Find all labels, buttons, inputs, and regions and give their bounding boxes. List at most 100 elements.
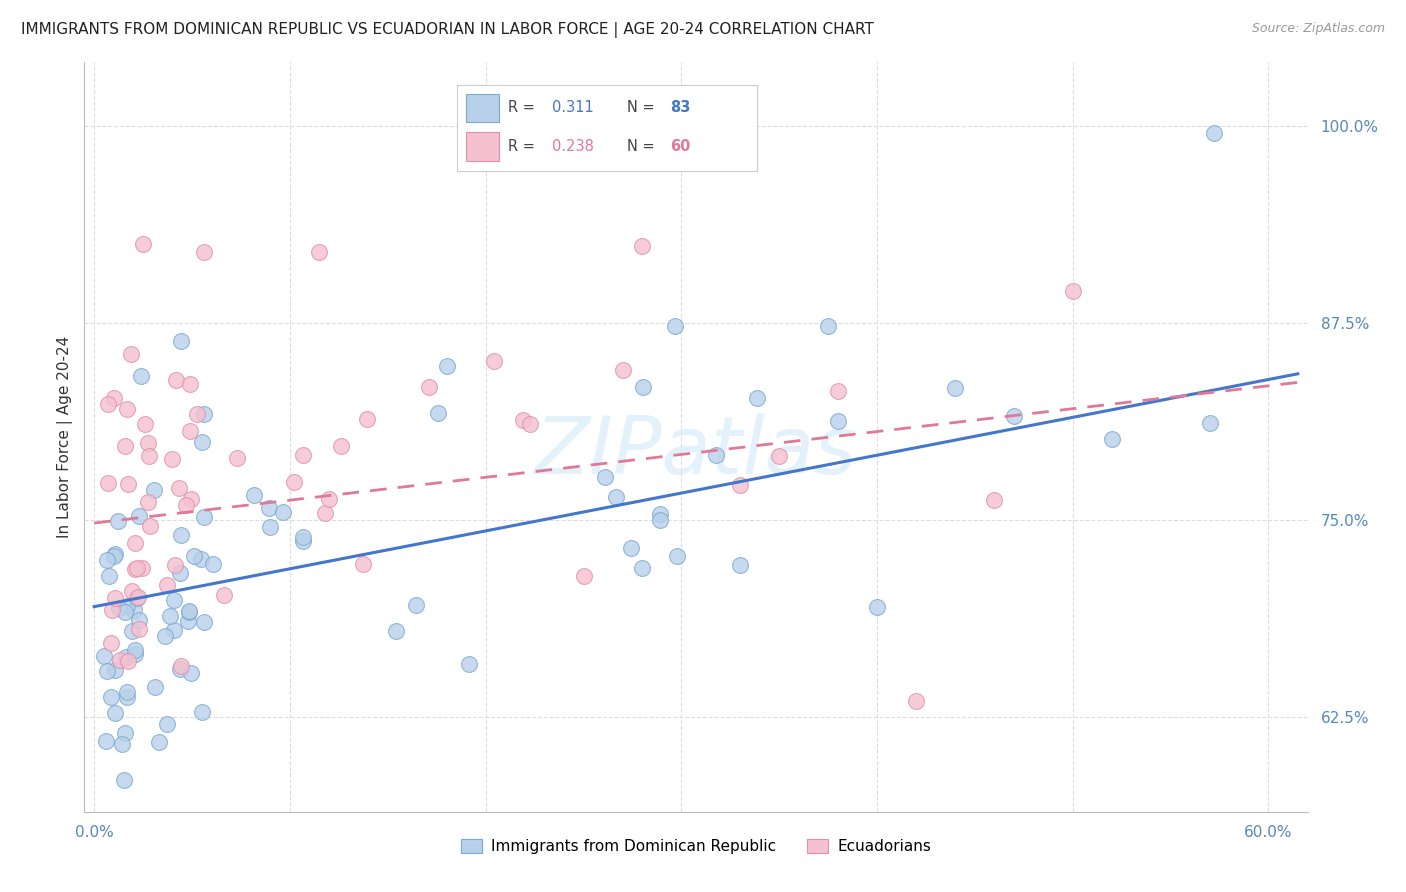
Point (572, 569, 595, 583)
Point (179, 605, 201, 619)
Point (648, 513, 671, 527)
Point (259, 520, 281, 534)
Point (114, 726, 136, 740)
Text: IMMIGRANTS FROM DOMINICAN REPUBLIC VS ECUADORIAN IN LABOR FORCE | AGE 20-24 CORR: IMMIGRANTS FROM DOMINICAN REPUBLIC VS EC… (21, 22, 875, 38)
Point (125, 561, 148, 575)
Point (107, 514, 129, 528)
Point (827, 414, 849, 428)
Point (666, 549, 689, 564)
Point (827, 384, 849, 398)
Point (817, 318, 839, 333)
Point (174, 498, 197, 512)
Point (704, 448, 727, 462)
Point (94, 734, 117, 748)
Point (519, 417, 541, 431)
Point (100, 690, 122, 704)
Point (169, 662, 191, 676)
Point (96, 553, 118, 567)
Point (405, 598, 427, 612)
Point (226, 451, 249, 466)
Point (1062, 284, 1084, 298)
Point (114, 439, 136, 453)
Point (191, 435, 214, 450)
Point (418, 380, 440, 394)
Point (124, 603, 146, 617)
Point (243, 487, 266, 501)
Point (352, 557, 374, 571)
Point (484, 354, 506, 368)
Point (121, 624, 143, 639)
Point (165, 558, 187, 573)
Point (96, 475, 118, 490)
Point (1202, 127, 1225, 141)
Point (186, 407, 208, 421)
Point (104, 706, 127, 720)
Point (128, 613, 150, 627)
Text: Source: ZipAtlas.com: Source: ZipAtlas.com (1251, 22, 1385, 36)
Point (114, 605, 136, 619)
Point (142, 483, 165, 498)
Point (257, 500, 280, 515)
Point (169, 566, 191, 580)
Point (121, 584, 143, 599)
Point (180, 492, 202, 507)
Point (136, 435, 159, 450)
Point (115, 599, 138, 614)
Y-axis label: In Labor Force | Age 20-24: In Labor Force | Age 20-24 (58, 336, 73, 538)
Point (593, 470, 616, 484)
Point (103, 549, 125, 564)
Point (156, 578, 179, 592)
Point (650, 508, 672, 522)
Point (153, 629, 176, 643)
Point (108, 653, 131, 667)
Point (458, 657, 481, 671)
Point (124, 648, 146, 662)
Point (139, 519, 162, 533)
Point (193, 408, 215, 422)
Point (128, 622, 150, 636)
Point (100, 603, 122, 617)
Point (159, 608, 181, 623)
Point (179, 603, 201, 617)
Point (129, 369, 152, 384)
Point (136, 495, 159, 509)
Point (983, 493, 1005, 508)
Point (605, 490, 627, 504)
Point (180, 666, 202, 681)
Point (112, 773, 135, 788)
Point (96, 397, 118, 411)
Point (125, 591, 148, 605)
Point (117, 654, 139, 668)
Point (631, 239, 654, 253)
Point (170, 659, 193, 673)
Point (356, 412, 378, 426)
Point (124, 536, 146, 550)
Point (631, 380, 654, 394)
Point (1198, 416, 1220, 430)
Point (728, 558, 751, 572)
Point (631, 561, 654, 575)
Point (127, 591, 149, 605)
Point (183, 549, 205, 563)
Point (190, 552, 212, 566)
Point (1002, 409, 1025, 423)
Point (866, 599, 889, 614)
Point (330, 439, 353, 453)
Point (104, 591, 127, 605)
Point (385, 624, 408, 639)
Point (115, 684, 138, 698)
Point (167, 481, 190, 495)
Point (97, 568, 120, 582)
Point (131, 561, 153, 575)
Point (212, 589, 235, 603)
Point (107, 601, 129, 615)
Point (292, 530, 315, 544)
Point (292, 534, 315, 549)
Legend: Immigrants from Dominican Republic, Ecuadorians: Immigrants from Dominican Republic, Ecua… (454, 832, 938, 860)
Point (193, 615, 215, 629)
Point (143, 680, 166, 694)
Point (179, 424, 201, 438)
Point (138, 450, 160, 464)
Point (905, 694, 928, 708)
Point (943, 381, 966, 395)
